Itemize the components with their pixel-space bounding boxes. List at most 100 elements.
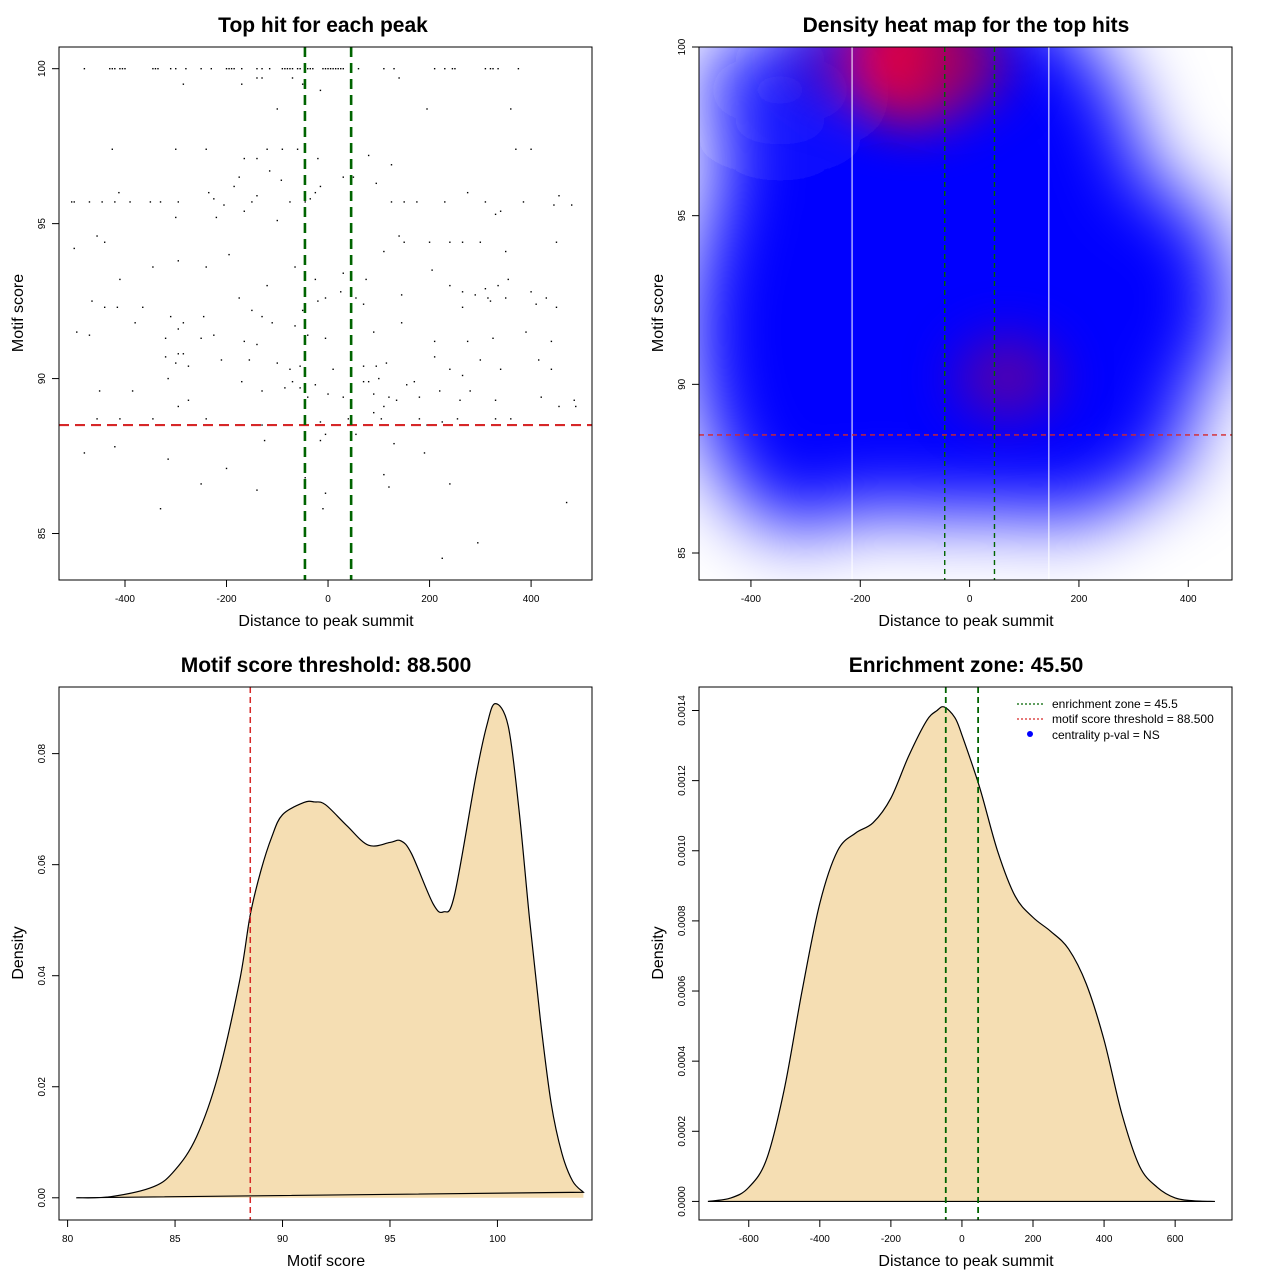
scatter-point	[182, 353, 185, 355]
scatter-point	[367, 380, 370, 383]
scatter-point	[296, 148, 299, 150]
motif-density-ytick-label: 0.06	[37, 854, 48, 874]
scatter-point	[540, 396, 542, 398]
distance-density-xtick-label: 200	[1025, 1234, 1042, 1245]
scatter-point	[134, 322, 136, 324]
scatter-point	[261, 424, 263, 426]
scatter-point	[505, 250, 507, 253]
scatter-point	[261, 67, 263, 70]
scatter-title: Top hit for each peak	[218, 14, 428, 37]
scatter-point	[575, 405, 577, 408]
distance-density-ytick-label: 0.0004	[677, 1045, 688, 1076]
scatter-point	[124, 67, 126, 70]
scatter-point	[497, 284, 499, 287]
scatter-point	[499, 210, 502, 212]
distance-density-ytick-label: 0.0000	[677, 1186, 688, 1217]
scatter-point	[111, 148, 113, 150]
scatter-point	[324, 67, 327, 70]
distance-density-ytick-label: 0.0014	[677, 695, 688, 726]
scatter-point	[101, 201, 103, 203]
scatter-point	[517, 67, 520, 70]
scatter-point	[91, 300, 93, 302]
scatter-point	[213, 198, 215, 200]
scatter-point	[185, 67, 187, 70]
scatter-point	[383, 67, 385, 70]
scatter-point	[332, 67, 334, 70]
motif-density-area	[76, 703, 584, 1198]
scatter-point	[96, 235, 98, 237]
scatter-point	[469, 390, 471, 392]
scatter-point	[324, 433, 327, 436]
legend-swatch-centrality	[1027, 731, 1033, 737]
scatter-point	[355, 297, 357, 299]
motif-density-xtick-label: 90	[277, 1234, 289, 1245]
scatter-point	[565, 501, 568, 504]
scatter-point	[494, 399, 497, 401]
scatter-ytick-label: 100	[37, 60, 48, 77]
scatter-point	[373, 393, 375, 395]
scatter-point	[507, 278, 509, 281]
motif-density-xtick-label: 85	[169, 1234, 181, 1245]
scatter-point	[403, 241, 405, 243]
scatter-point	[154, 67, 157, 70]
motif-density-ytick-label: 0.00	[37, 1188, 48, 1208]
scatter-point	[304, 201, 306, 203]
scatter-point	[261, 77, 263, 79]
scatter-point	[530, 291, 532, 293]
scatter-point	[398, 235, 400, 237]
scatter-point	[299, 387, 301, 389]
scatter-point	[433, 67, 436, 70]
scatter-point	[152, 266, 154, 268]
scatter-point	[395, 399, 398, 401]
scatter-point	[205, 148, 207, 150]
scatter-point	[307, 396, 309, 398]
heatmap-blob-low	[730, 365, 1190, 515]
scatter-point	[280, 179, 283, 181]
scatter-point	[169, 67, 172, 70]
scatter-point	[390, 201, 393, 203]
scatter-point	[307, 334, 309, 336]
scatter-point	[334, 67, 337, 70]
scatter-point	[324, 492, 327, 494]
distance-density-xtick-label: 0	[959, 1234, 965, 1245]
scatter-point	[459, 399, 461, 401]
scatter-point	[152, 67, 154, 70]
scatter-point	[251, 309, 253, 312]
heatmap-hotspot	[957, 338, 1059, 417]
scatter-point	[301, 309, 304, 312]
scatter-point	[96, 418, 98, 420]
scatter-point	[129, 201, 131, 203]
scatter-point	[248, 359, 251, 361]
scatter-point	[167, 377, 169, 380]
scatter-point	[205, 418, 207, 420]
scatter-point	[241, 83, 243, 85]
distance-density-ytick-label: 0.0010	[677, 835, 688, 866]
scatter-point	[88, 334, 91, 336]
distance-density-ytick-label: 0.0002	[677, 1116, 688, 1147]
scatter-point	[177, 260, 179, 262]
scatter-point	[357, 67, 360, 70]
scatter-point	[241, 67, 243, 70]
legend-label-zone: enrichment zone = 45.5	[1052, 697, 1178, 711]
scatter-point	[233, 185, 235, 188]
motif-density-ytick-label: 0.04	[37, 966, 48, 986]
scatter-point	[390, 164, 393, 166]
scatter-point	[550, 368, 553, 370]
scatter-point	[187, 399, 190, 401]
scatter-point	[367, 154, 370, 157]
scatter-point	[558, 405, 560, 408]
scatter-point	[309, 198, 311, 200]
scatter-point	[103, 241, 106, 243]
scatter-point	[479, 359, 482, 361]
scatter-point	[88, 201, 91, 203]
scatter-point	[182, 322, 185, 324]
motif-density-ytick-label: 0.02	[37, 1077, 48, 1097]
scatter-point	[210, 67, 212, 70]
scatter-point	[177, 405, 179, 408]
scatter-point	[449, 241, 451, 243]
scatter-point	[116, 306, 119, 309]
scatter-point	[109, 67, 111, 70]
scatter-point	[268, 67, 271, 70]
scatter-point	[142, 306, 144, 309]
distance-density-ytick-label: 0.0012	[677, 765, 688, 796]
